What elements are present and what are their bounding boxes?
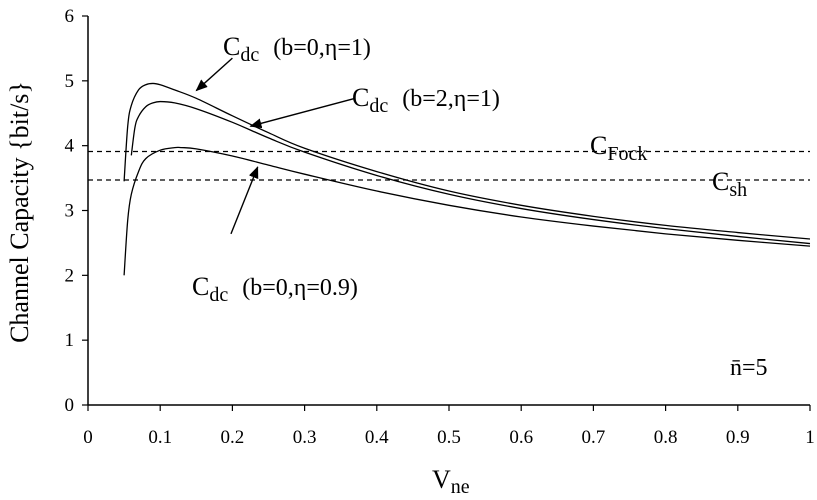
series-line-2 xyxy=(130,100,811,245)
series-line-1 xyxy=(123,82,811,240)
y-tick-label: 1 xyxy=(65,330,75,351)
y-tick-label: 2 xyxy=(65,265,75,286)
x-tick-label: 0.6 xyxy=(509,427,533,448)
annotation-main: C xyxy=(712,167,729,196)
annotation-main: C xyxy=(223,32,240,61)
annotation-sub: Fock xyxy=(607,143,647,165)
annotation-cdc-b0-eta09: Cdc (b=0,η=0.9) xyxy=(192,272,358,306)
annotation-params: (b=0,η=0.9) xyxy=(242,275,358,301)
annotation-cfock: CFock xyxy=(590,131,647,165)
annotation-sub: dc xyxy=(209,284,228,306)
x-axis-title-sub: ne xyxy=(451,476,470,498)
annotation-params: (b=0,η=1) xyxy=(273,35,371,61)
x-axis-title-main: V xyxy=(432,465,451,494)
y-tick-label: 0 xyxy=(65,395,75,416)
annotation-csh: Csh xyxy=(712,167,747,201)
x-tick-label: 0.2 xyxy=(221,427,245,448)
annotation-sub: sh xyxy=(729,179,747,201)
annotation-arrow xyxy=(249,97,356,129)
x-tick-label: 0.7 xyxy=(582,427,606,448)
annotation-nbar: n̄=5 xyxy=(730,355,768,381)
annotation-main: C xyxy=(192,272,209,301)
x-tick-label: 0.3 xyxy=(293,427,317,448)
annotation-cdc-b0-eta1: Cdc (b=0,η=1) xyxy=(223,32,371,66)
x-tick-label: 0.8 xyxy=(654,427,678,448)
annotation-sub: dc xyxy=(369,95,388,117)
annotation-sub: dc xyxy=(240,44,259,66)
y-tick-label: 3 xyxy=(65,201,75,222)
annotation-main: C xyxy=(590,131,607,160)
annotation-main: C xyxy=(352,83,369,112)
annotation-arrow xyxy=(195,57,233,92)
x-tick-label: 1 xyxy=(805,427,815,448)
annotation-params: (b=2,η=1) xyxy=(402,86,500,112)
y-tick-label: 5 xyxy=(65,71,75,92)
y-axis-title: Channel Capacity {bit/s} xyxy=(5,81,34,343)
x-ticks: 0 0.1 0.2 0.3 0.4 0.5 0.6 0.7 0.8 0.9 1 xyxy=(83,405,815,448)
y-tick-label: 6 xyxy=(65,6,75,27)
annotation-arrow xyxy=(230,166,259,235)
y-tick-label: 4 xyxy=(65,136,75,157)
annotation-cdc-b2-eta1: Cdc (b=2,η=1) xyxy=(352,83,500,117)
series-line-3 xyxy=(123,146,811,276)
y-ticks: 0 1 2 3 4 5 6 xyxy=(65,6,88,416)
x-tick-label: 0.5 xyxy=(437,427,461,448)
arrow-layer xyxy=(195,57,356,235)
x-tick-label: 0.1 xyxy=(148,427,172,448)
x-tick-label: 0.4 xyxy=(365,427,389,448)
x-axis-title: Vne xyxy=(432,465,470,498)
x-tick-label: 0 xyxy=(83,427,93,448)
x-tick-label: 0.9 xyxy=(726,427,750,448)
series-layer xyxy=(88,82,811,276)
